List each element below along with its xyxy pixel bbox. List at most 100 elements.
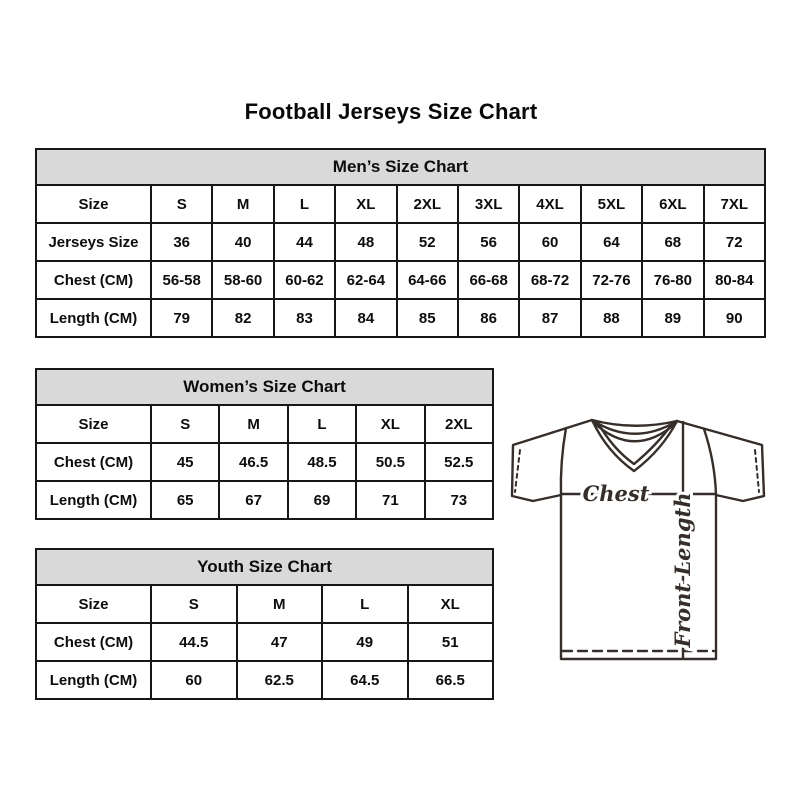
- mens-size-table: Men’s Size Chart Size S M L XL 2XL 3XL 4XL 5XL 6X…: [35, 148, 767, 338]
- value-cell: 72-76: [579, 260, 644, 300]
- value-cell: 89: [641, 298, 705, 338]
- row-label-cell: Jerseys Size: [35, 222, 152, 262]
- table-title-row: Men’s Size Chart: [35, 148, 766, 186]
- value-cell: 60: [518, 222, 582, 262]
- value-cell: 66-68: [456, 260, 521, 300]
- value-cell: 56-58: [149, 260, 214, 300]
- value-cell: 46.5: [218, 442, 289, 482]
- value-cell: 44.5: [150, 622, 238, 662]
- value-cell: 87: [518, 298, 582, 338]
- table-title-row: Women’s Size Chart: [35, 368, 494, 406]
- value-cell: 3XL: [456, 184, 521, 224]
- chest-label: Chest: [583, 481, 650, 506]
- row-label-cell: Size: [35, 584, 152, 624]
- value-cell: 47: [235, 622, 323, 662]
- value-cell: 2XL: [395, 184, 459, 224]
- value-cell: XL: [406, 584, 494, 624]
- value-cell: 48: [334, 222, 398, 262]
- womens-size-table: Women’s Size Chart Size S M L XL 2XL Chest (CM…: [35, 368, 495, 520]
- value-cell: 72: [702, 222, 767, 262]
- value-cell: 36: [149, 222, 214, 262]
- page-title: Football Jerseys Size Chart: [244, 99, 538, 124]
- value-cell: S: [149, 184, 214, 224]
- womens-table-body: Size S M L XL 2XL Chest (CM) 45 46.5 48.5 50.5 52.5…: [35, 404, 495, 520]
- value-cell: 45: [149, 442, 221, 482]
- value-cell: S: [150, 584, 238, 624]
- value-cell: 60-62: [272, 260, 337, 300]
- row-label-cell: Chest (CM): [35, 442, 152, 482]
- value-cell: 90: [702, 298, 767, 338]
- row-label-cell: Size: [35, 184, 152, 224]
- table-row: Length (CM) 65 67 69 71 73: [35, 480, 495, 520]
- value-cell: XL: [355, 404, 426, 444]
- value-cell: 79: [149, 298, 214, 338]
- value-cell: 88: [579, 298, 644, 338]
- value-cell: 68-72: [518, 260, 582, 300]
- collar-v-outer: [590, 418, 679, 473]
- left-cuff-dashed-line: [514, 449, 521, 493]
- value-cell: 62-64: [334, 260, 398, 300]
- table-row: Length (CM) 79 82 83 84 85 86 87 88 89 90: [35, 298, 767, 338]
- value-cell: 7XL: [702, 184, 767, 224]
- value-cell: 58-60: [211, 260, 275, 300]
- value-cell: 65: [149, 480, 221, 520]
- value-cell: 64-66: [395, 260, 459, 300]
- value-cell: L: [321, 584, 409, 624]
- value-cell: 52: [395, 222, 459, 262]
- value-cell: 62.5: [235, 660, 323, 700]
- youth-table-body: Size S M L XL Chest (CM) 44.5 47 49 51 Length (CM)…: [35, 584, 494, 700]
- value-cell: 80-84: [702, 260, 767, 300]
- value-cell: 49: [321, 622, 409, 662]
- value-cell: 48.5: [286, 442, 358, 482]
- value-cell: 2XL: [423, 404, 495, 444]
- value-cell: 64.5: [321, 660, 409, 700]
- table-title-row: Youth Size Chart: [35, 548, 494, 586]
- value-cell: 84: [334, 298, 398, 338]
- value-cell: 71: [355, 480, 426, 520]
- row-label-cell: Chest (CM): [35, 260, 152, 300]
- value-cell: M: [218, 404, 289, 444]
- value-cell: 6XL: [641, 184, 705, 224]
- front-length-label: Front Length: [670, 493, 695, 649]
- table-row: Jerseys Size 36 40 44 48 52 56 60 64 68 72: [35, 222, 767, 262]
- value-cell: 56: [456, 222, 521, 262]
- table-row: Size S M L XL: [35, 584, 494, 624]
- collar-v-inner: [596, 421, 674, 466]
- mens-table-title: Men’s Size Chart: [35, 148, 766, 186]
- right-cuff-dashed-line: [754, 449, 760, 493]
- value-cell: 5XL: [579, 184, 644, 224]
- value-cell: 83: [272, 298, 337, 338]
- right-sleeve-seam: [702, 427, 718, 497]
- value-cell: 76-80: [641, 260, 705, 300]
- value-cell: 66.5: [406, 660, 494, 700]
- value-cell: 68: [641, 222, 705, 262]
- row-label-cell: Size: [35, 404, 152, 444]
- value-cell: 64: [579, 222, 644, 262]
- table-row: Chest (CM) 56-58 58-60 60-62 62-64 64-66 66-68…: [35, 260, 767, 300]
- table-row: Size S M L XL 2XL: [35, 404, 495, 444]
- row-label-cell: Length (CM): [35, 660, 152, 700]
- row-label-cell: Length (CM): [35, 480, 152, 520]
- row-label-cell: Length (CM): [35, 298, 152, 338]
- value-cell: 52.5: [423, 442, 495, 482]
- value-cell: L: [286, 404, 358, 444]
- jersey-outline: [510, 418, 766, 661]
- value-cell: 40: [211, 222, 275, 262]
- mens-table-body: Size S M L XL 2XL 3XL 4XL 5XL 6XL 7XL Jerseys Size 3…: [35, 184, 767, 338]
- table-row: Size S M L XL 2XL 3XL 4XL 5XL 6XL 7XL: [35, 184, 767, 224]
- value-cell: 60: [150, 660, 238, 700]
- left-sleeve-seam: [559, 426, 568, 497]
- value-cell: 67: [218, 480, 289, 520]
- value-cell: 82: [211, 298, 275, 338]
- value-cell: 69: [286, 480, 358, 520]
- womens-table-title: Women’s Size Chart: [35, 368, 494, 406]
- value-cell: 73: [423, 480, 495, 520]
- value-cell: M: [235, 584, 323, 624]
- value-cell: XL: [334, 184, 398, 224]
- youth-size-table: Youth Size Chart Size S M L XL Chest (CM) 44.5…: [35, 548, 494, 700]
- jersey-measurement-diagram: Chest Front Length: [510, 418, 766, 661]
- value-cell: 85: [395, 298, 459, 338]
- value-cell: 51: [406, 622, 494, 662]
- table-row: Chest (CM) 44.5 47 49 51: [35, 622, 494, 662]
